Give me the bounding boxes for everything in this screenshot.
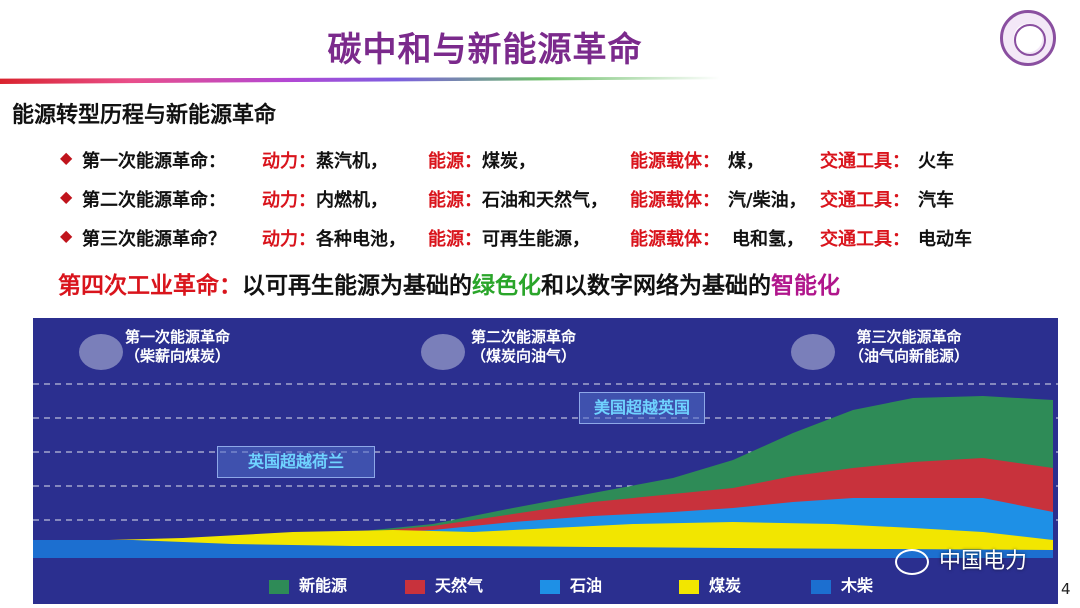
energy-label: 能源： xyxy=(428,190,482,211)
era-label-1: 第一次能源革命 （柴薪向煤炭） xyxy=(125,328,231,365)
energy-transition-diagram: 第一次能源革命 （柴薪向煤炭） 第二次能源革命 （煤炭向油气） 第三次能源革命 （油气… xyxy=(33,318,1058,604)
revolution-name: 第三次能源革命？ xyxy=(82,229,226,250)
section-subtitle: 能源转型历程与新能源革命 xyxy=(12,103,277,128)
bullet-diamond-icon: ◆ xyxy=(60,148,73,167)
wechat-watermark: 中国电力 xyxy=(895,543,1027,575)
event-us-over-uk: 美国超越英国 xyxy=(579,392,706,424)
fourth-part1: 以可再生能源为基础的 xyxy=(242,273,472,299)
transport-value: 火车 xyxy=(918,151,954,172)
carrier-label: 能源载体： xyxy=(630,151,720,172)
power-value: 各种电池， xyxy=(316,229,406,250)
legend-swatch xyxy=(269,579,289,594)
carrier-label: 能源载体： xyxy=(630,190,720,211)
dashed-guides xyxy=(33,383,1058,521)
transport-label: 交通工具： xyxy=(820,151,910,172)
area-firewood xyxy=(33,540,1053,558)
page-title: 碳中和与新能源革命 xyxy=(327,30,643,70)
fourth-lead: 第四次工业革命： xyxy=(58,273,242,299)
era-marker-2 xyxy=(421,334,465,370)
power-value: 内燃机， xyxy=(316,190,388,211)
power-label: 动力： xyxy=(262,229,316,250)
wechat-icon xyxy=(895,549,929,575)
energy-value: 石油和天然气， xyxy=(482,190,608,211)
legend-swatch xyxy=(405,579,425,594)
era-marker-1 xyxy=(79,334,123,370)
bullet-diamond-icon: ◆ xyxy=(60,226,73,245)
legend-coal: 煤炭 xyxy=(679,572,741,595)
energy-value: 可再生能源， xyxy=(482,229,590,250)
fourth-green: 绿色化 xyxy=(472,273,541,299)
carrier-value: 电和氢， xyxy=(732,229,804,250)
fourth-smart: 智能化 xyxy=(771,273,840,299)
energy-label: 能源： xyxy=(428,229,482,250)
carrier-label: 能源载体： xyxy=(630,229,720,250)
legend-swatch xyxy=(811,579,831,594)
legend-natural-gas: 天然气 xyxy=(405,572,483,595)
legend-swatch xyxy=(540,579,560,594)
era-label-3: 第三次能源革命 （油气向新能源） xyxy=(849,328,970,365)
transport-value: 汽车 xyxy=(918,190,954,211)
era-marker-3 xyxy=(791,334,835,370)
fourth-part2: 和以数字网络为基础的 xyxy=(541,273,771,299)
event-uk-over-nl: 英国超越荷兰 xyxy=(217,446,376,478)
revolution-name: 第一次能源革命： xyxy=(82,151,226,172)
power-label: 动力： xyxy=(262,151,316,172)
carrier-value: 煤， xyxy=(728,151,764,172)
power-value: 蒸汽机， xyxy=(316,151,388,172)
area-chart-svg xyxy=(33,383,1058,558)
transport-value: 电动车 xyxy=(918,229,972,250)
transport-label: 交通工具： xyxy=(820,190,910,211)
energy-value: 煤炭， xyxy=(482,151,536,172)
carrier-value: 汽/柴油， xyxy=(728,190,807,211)
legend-new-energy: 新能源 xyxy=(269,572,347,595)
era-label-2: 第二次能源革命 （煤炭向油气） xyxy=(471,328,577,365)
power-label: 动力： xyxy=(262,190,316,211)
legend-oil: 石油 xyxy=(540,572,602,595)
title-rainbow-underline xyxy=(0,76,720,84)
revolution-name: 第二次能源革命： xyxy=(82,190,226,211)
legend-swatch xyxy=(679,579,699,594)
energy-label: 能源： xyxy=(428,151,482,172)
university-logo xyxy=(1000,10,1056,66)
legend-firewood: 木柴 xyxy=(811,572,873,595)
page-number: 4 xyxy=(1061,580,1071,598)
fourth-industrial-revolution: 第四次工业革命：以可再生能源为基础的绿色化和以数字网络为基础的智能化 xyxy=(58,266,840,300)
transport-label: 交通工具： xyxy=(820,229,910,250)
bullet-diamond-icon: ◆ xyxy=(60,187,73,206)
